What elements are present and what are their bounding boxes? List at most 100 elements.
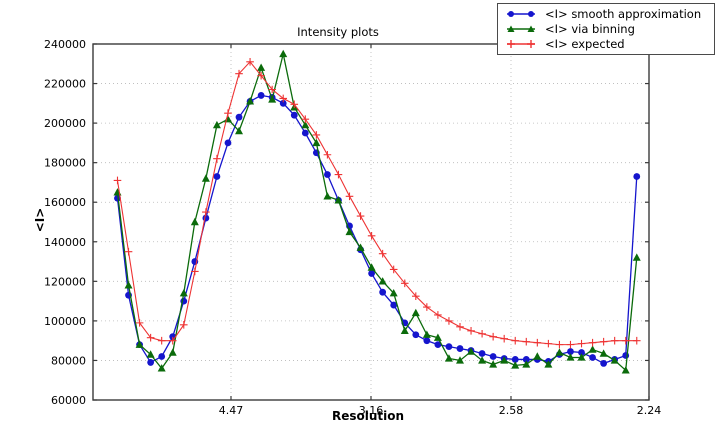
data-point-triangle bbox=[599, 349, 608, 357]
data-point-plus bbox=[467, 326, 475, 335]
data-point-plus bbox=[356, 212, 365, 220]
data-point-triangle bbox=[279, 49, 288, 58]
data-point-circle bbox=[522, 356, 530, 363]
data-point-circle bbox=[368, 270, 376, 277]
data-point-triangle bbox=[500, 356, 509, 364]
data-point-triangle bbox=[190, 217, 199, 226]
data-point-plus bbox=[224, 109, 232, 118]
data-point-triangle bbox=[610, 356, 619, 364]
data-point-circle bbox=[589, 354, 596, 361]
y-tick-label: 80000 bbox=[51, 354, 86, 367]
data-point-plus bbox=[456, 323, 464, 331]
data-point-triangle bbox=[478, 356, 487, 364]
data-point-triangle bbox=[334, 196, 343, 204]
y-tick-label: 180000 bbox=[44, 157, 86, 170]
data-point-plus bbox=[500, 334, 508, 343]
data-point-circle bbox=[578, 349, 585, 356]
data-point-triangle bbox=[467, 347, 476, 355]
data-point-circle bbox=[224, 139, 232, 147]
data-point-plus bbox=[135, 319, 144, 327]
y-tick-label: 240000 bbox=[44, 38, 86, 51]
data-point-triangle bbox=[246, 97, 255, 105]
data-point-triangle bbox=[323, 192, 332, 200]
data-point-circle bbox=[213, 173, 221, 180]
y-tick-label: 100000 bbox=[44, 315, 86, 328]
data-point-plus bbox=[610, 336, 619, 345]
data-point-triangle bbox=[235, 126, 244, 135]
data-point-plus bbox=[511, 336, 520, 345]
data-point-plus bbox=[179, 321, 188, 329]
data-point-triangle bbox=[522, 360, 531, 368]
data-point-circle bbox=[379, 288, 387, 296]
data-point-plus bbox=[434, 311, 442, 319]
series-line-smooth-approximation bbox=[116, 94, 638, 365]
data-point-triangle bbox=[356, 243, 365, 251]
x-axis-label: Resolution bbox=[331, 409, 405, 423]
y-tick-label: 220000 bbox=[44, 78, 86, 91]
data-point-plus bbox=[522, 337, 531, 346]
data-point-plus bbox=[400, 279, 409, 288]
data-point-plus bbox=[389, 265, 398, 274]
legend-label: <I> expected bbox=[545, 37, 625, 52]
data-point-plus bbox=[367, 232, 376, 240]
data-point-triangle bbox=[312, 138, 321, 147]
y-tick-label: 160000 bbox=[44, 196, 86, 209]
x-tick-label: 2.58 bbox=[499, 404, 524, 417]
legend: <I> smooth approximation <I> via binning… bbox=[497, 3, 715, 55]
plot-border bbox=[92, 43, 650, 401]
data-point-triangle bbox=[533, 352, 542, 360]
data-point-circle bbox=[301, 129, 309, 137]
data-point-circle bbox=[114, 194, 121, 202]
data-point-circle bbox=[423, 337, 431, 345]
data-point-plus bbox=[268, 85, 276, 94]
data-point-triangle bbox=[389, 289, 398, 297]
y-tick-label: 200000 bbox=[44, 117, 86, 130]
data-point-triangle bbox=[444, 354, 453, 362]
data-point-plus bbox=[577, 339, 586, 348]
legend-item-expected: <I> expected bbox=[504, 37, 708, 52]
y-tick-label: 120000 bbox=[44, 275, 86, 288]
data-point-triangle bbox=[367, 263, 376, 271]
triangle-marker-icon bbox=[507, 25, 535, 32]
data-point-plus bbox=[290, 100, 299, 109]
chart-title: Intensity plots bbox=[297, 25, 379, 39]
data-point-plus bbox=[246, 58, 254, 66]
data-point-plus bbox=[423, 303, 431, 311]
y-axis-label: <I> bbox=[33, 207, 47, 233]
x-tick-label: 4.47 bbox=[219, 404, 244, 417]
data-point-plus bbox=[544, 339, 553, 348]
data-point-triangle bbox=[455, 356, 464, 364]
series-line-expected bbox=[116, 60, 637, 346]
data-point-plus bbox=[235, 69, 243, 78]
data-point-triangle bbox=[621, 366, 630, 374]
data-point-plus bbox=[555, 340, 564, 349]
data-point-plus bbox=[113, 176, 122, 185]
data-point-triangle bbox=[433, 333, 442, 341]
data-point-circle bbox=[412, 331, 420, 339]
data-point-circle bbox=[456, 345, 464, 352]
data-point-plus bbox=[146, 333, 155, 342]
y-tick-label: 140000 bbox=[44, 236, 86, 249]
data-point-plus bbox=[445, 317, 453, 325]
x-tick-label: 2.24 bbox=[637, 404, 662, 417]
data-point-circle bbox=[622, 352, 630, 359]
data-point-triangle bbox=[411, 308, 420, 317]
data-point-plus bbox=[124, 247, 133, 256]
data-point-triangle bbox=[632, 253, 641, 261]
data-point-plus bbox=[588, 338, 597, 347]
data-point-triangle bbox=[489, 360, 498, 368]
data-point-plus bbox=[334, 170, 343, 179]
x-tick-label: 3.16 bbox=[359, 404, 384, 417]
data-point-plus bbox=[279, 94, 288, 103]
data-point-plus bbox=[599, 337, 608, 346]
data-point-plus bbox=[213, 154, 221, 163]
data-point-plus bbox=[257, 71, 265, 80]
data-point-circle bbox=[600, 360, 608, 367]
data-point-plus bbox=[566, 340, 575, 349]
data-point-circle bbox=[478, 350, 486, 357]
data-point-plus bbox=[533, 338, 542, 347]
series-line-via-binning bbox=[116, 53, 638, 372]
data-point-circle bbox=[445, 343, 453, 350]
